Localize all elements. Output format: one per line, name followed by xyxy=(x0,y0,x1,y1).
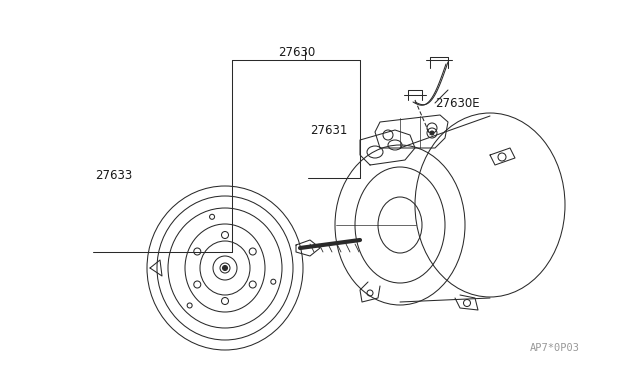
Text: 27630E: 27630E xyxy=(435,96,479,109)
Circle shape xyxy=(430,131,434,135)
Text: AP7*0P03: AP7*0P03 xyxy=(530,343,580,353)
Text: 27633: 27633 xyxy=(95,169,132,182)
Text: 27631: 27631 xyxy=(310,124,348,137)
Circle shape xyxy=(223,266,227,270)
Text: 27630: 27630 xyxy=(278,45,316,58)
